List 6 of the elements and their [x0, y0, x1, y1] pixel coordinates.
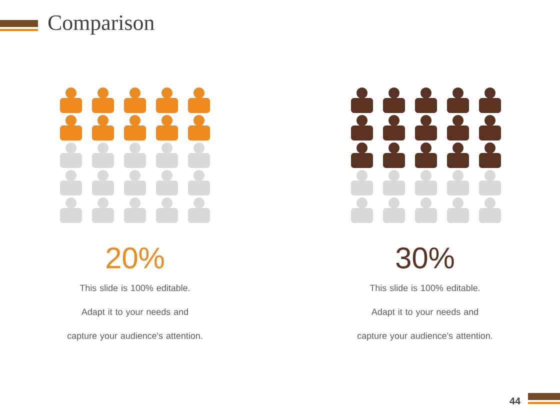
data-label: 20% [106, 247, 164, 269]
text: Comparison [48, 15, 154, 35]
text: 44 [510, 398, 520, 404]
text: This slide is 100% editable. Adapt it to your needs and capture your audience's attention. [357, 284, 492, 341]
data-label: 30% [396, 247, 454, 269]
text: This slide is 100% editable. Adapt it to your needs and capture your audience's attention. [67, 284, 202, 341]
